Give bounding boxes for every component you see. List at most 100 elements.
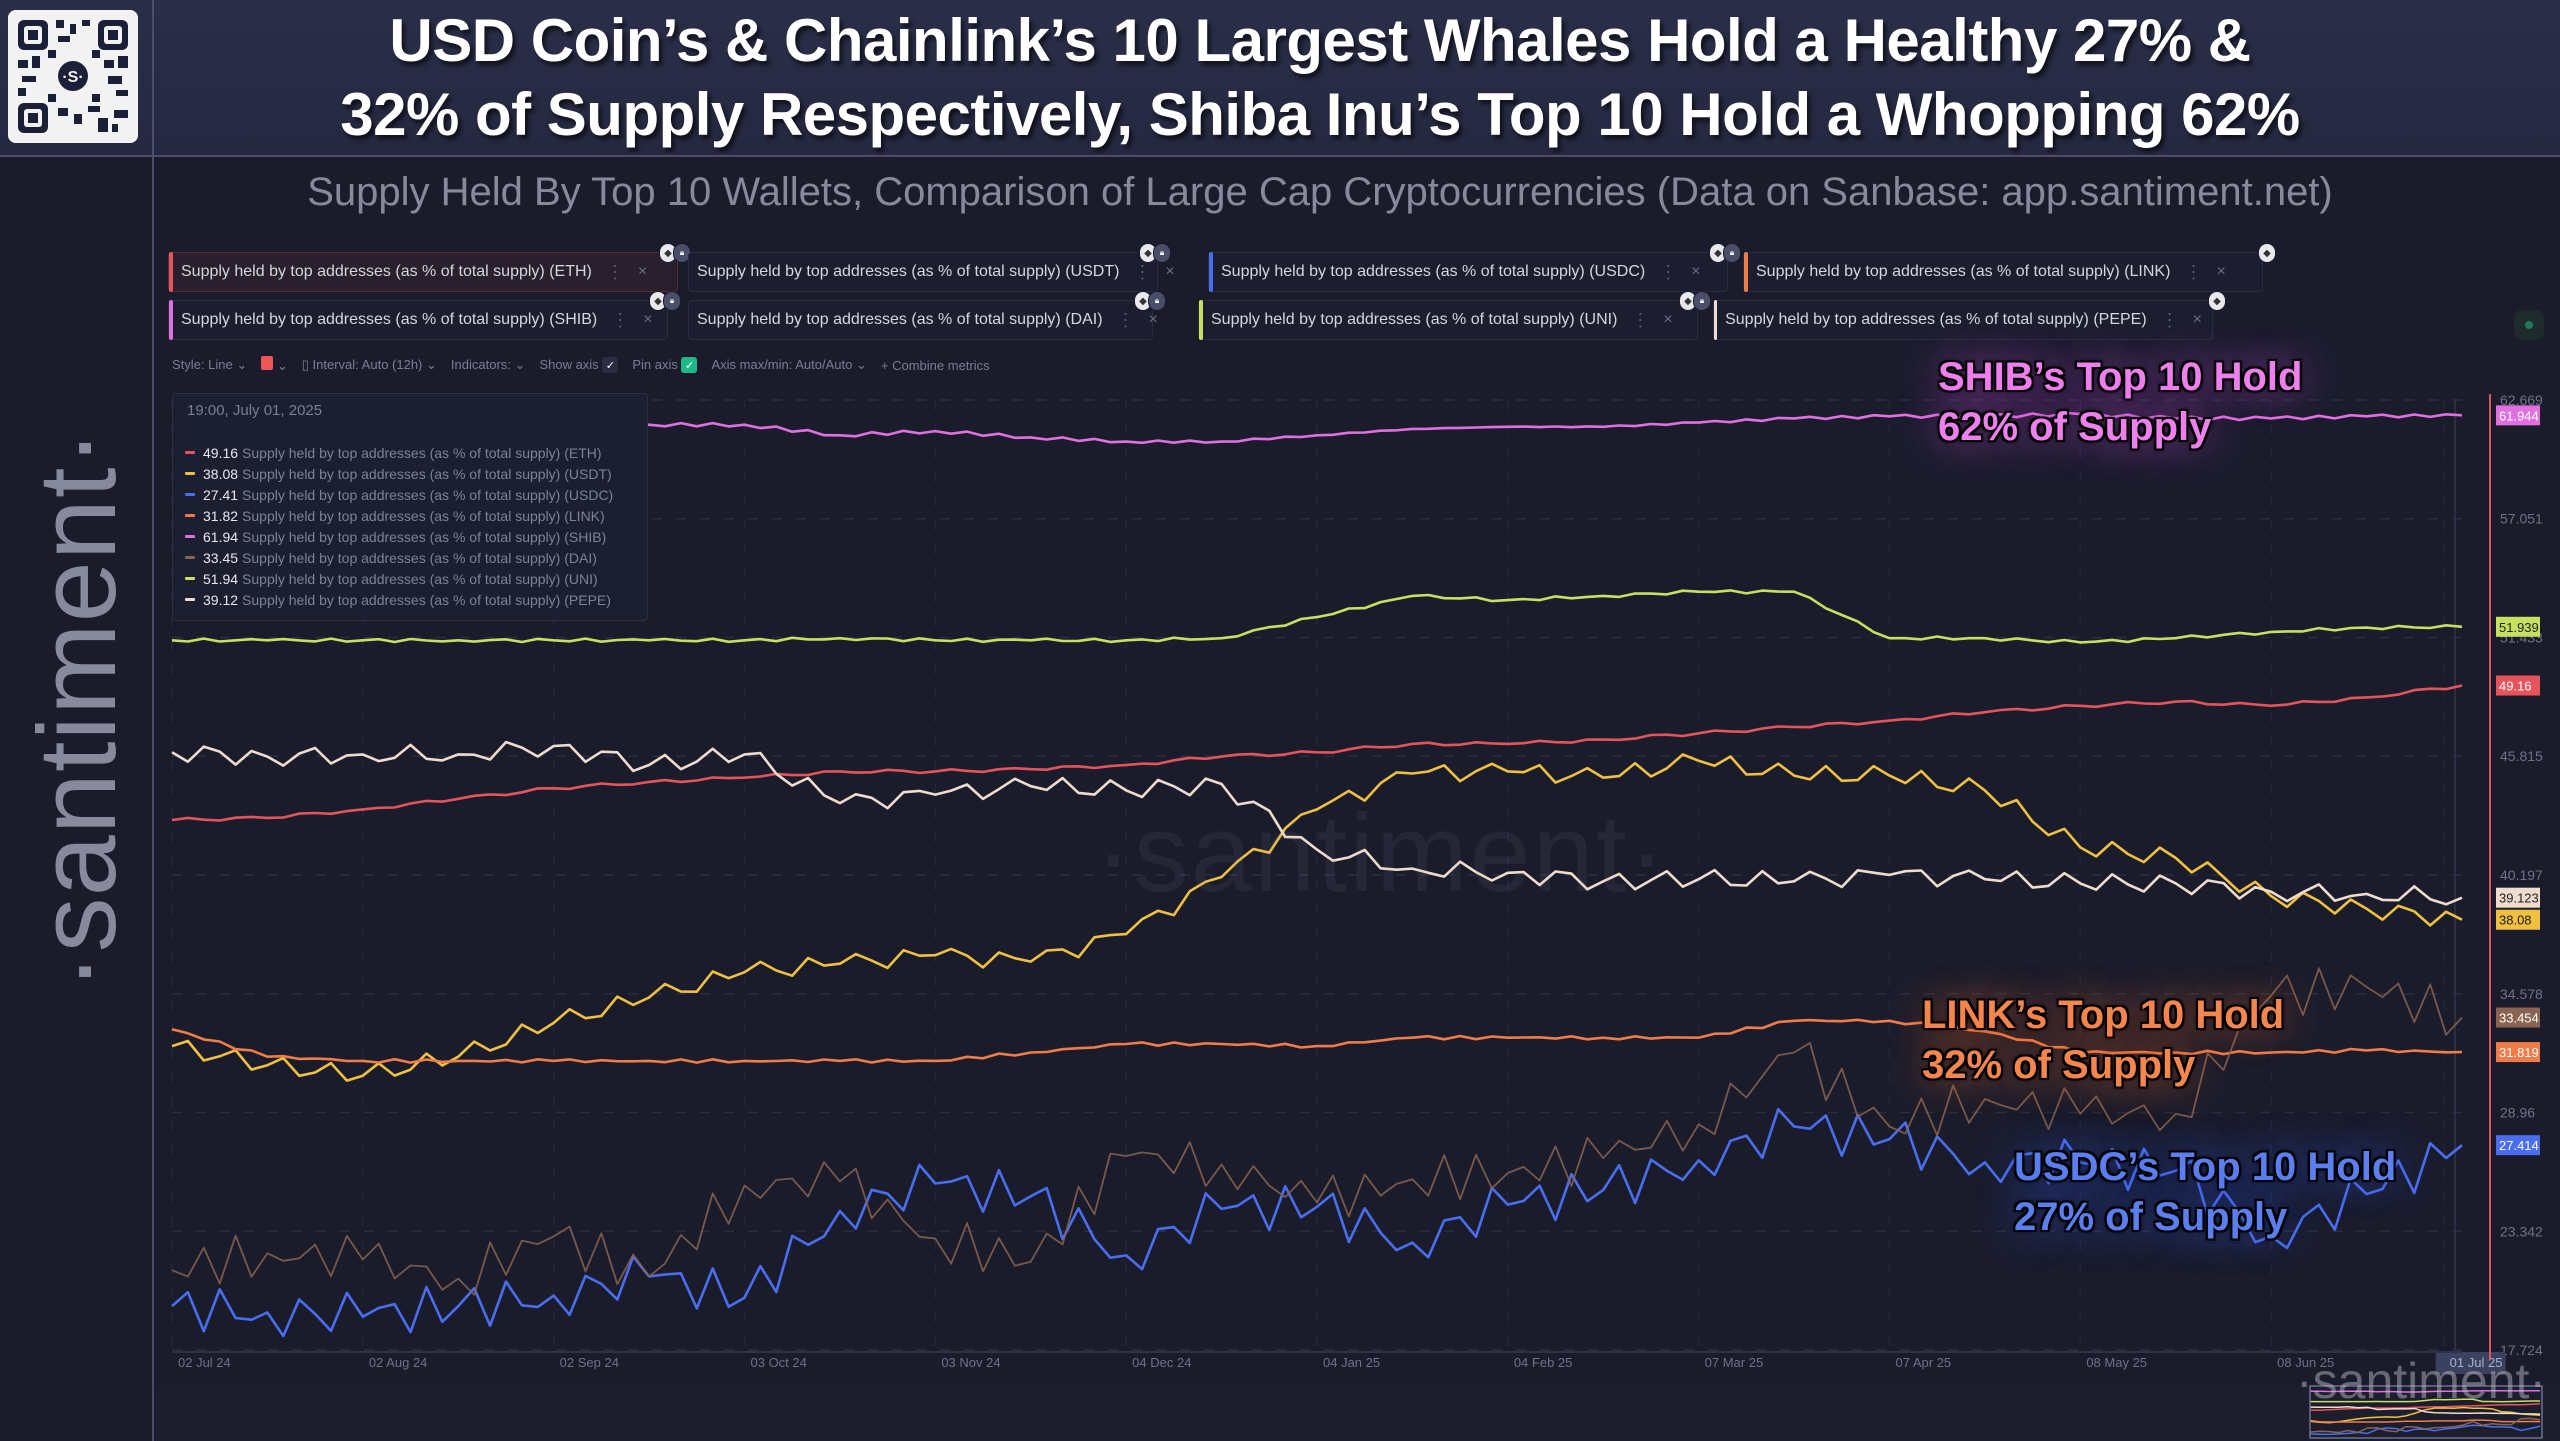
metric-chip-eth[interactable]: Supply held by top addresses (as % of to… (168, 243, 691, 292)
value-badge-text: 49.16 (2499, 679, 2532, 694)
minimap-line-link (2309, 1419, 2541, 1423)
metric-label: Supply held by top addresses (as % of to… (181, 263, 592, 280)
pin-axis-checkbox[interactable]: ✓ (681, 357, 698, 374)
x-tick-label: 08 Jun 25 (2277, 1355, 2334, 1370)
metric-chip-pepe[interactable]: Supply held by top addresses (as % of to… (1713, 291, 2226, 340)
legend-swatch (185, 472, 195, 475)
close-icon[interactable]: × (2192, 311, 2202, 328)
metric-color-bar (1714, 300, 1718, 340)
metric-label: Supply held by top addresses (as % of to… (181, 311, 598, 328)
metric-label: Supply held by top addresses (as % of to… (1221, 263, 1646, 280)
value-badge-text: 39.123 (2499, 891, 2539, 906)
tooltip-row: 33.45 Supply held by top addresses (as % … (185, 547, 613, 568)
value-badge-text: 33.454 (2499, 1011, 2539, 1026)
chart-watermark: ·santiment· (1095, 792, 1668, 915)
metric-chip-dai[interactable]: Supply held by top addresses (as % of to… (688, 291, 1166, 340)
x-tick-label: 02 Jul 24 (178, 1355, 231, 1370)
tooltip-date: 19:00, July 01, 2025 (187, 402, 323, 419)
y-tick-label: 23.342 (2500, 1223, 2543, 1239)
more-options-icon[interactable]: ⋮ (1133, 261, 1152, 282)
tooltip-value: 33.45 (203, 549, 239, 566)
metric-label: Supply held by top addresses (as % of to… (1756, 263, 2171, 280)
minimap-line-shib (2309, 1389, 2541, 1393)
series-line-usdc (171, 1107, 2463, 1338)
legend-swatch (185, 598, 195, 601)
combine-metrics-button[interactable]: + Combine metrics (880, 357, 990, 373)
tooltip-series-name: Supply held by top addresses (as % of to… (242, 486, 614, 503)
tooltip-value: 51.94 (203, 570, 239, 587)
metric-chip-uni[interactable]: Supply held by top addresses (as % of to… (1198, 291, 1711, 340)
more-options-icon[interactable]: ⋮ (1116, 309, 1135, 330)
tooltip-row: 38.08 Supply held by top addresses (as % … (185, 463, 613, 484)
show-axis-toggle[interactable]: Show axis ✓ (539, 357, 619, 374)
tooltip-row: 51.94 Supply held by top addresses (as % … (185, 568, 613, 589)
ethereum-icon: ◆ (2208, 291, 2226, 311)
svg-text:·S·: ·S· (62, 69, 83, 86)
value-badge-link (2496, 1042, 2540, 1063)
axis-maxmin-dropdown[interactable]: Axis max/min: Auto/Auto ⌄ (711, 357, 867, 372)
show-axis-checkbox[interactable]: ✓ (602, 357, 619, 374)
legend-swatch (185, 514, 195, 517)
value-badge-usdc (2496, 1135, 2540, 1156)
status-toggle[interactable] (2514, 310, 2544, 340)
lock-icon[interactable]: 🔒︎ (1148, 291, 1166, 311)
style-dropdown[interactable]: Style: Line ⌄ (172, 357, 248, 372)
color-dropdown[interactable]: ⌄ (261, 356, 288, 374)
metric-label: Supply held by top addresses (as % of to… (1725, 311, 2147, 328)
x-tick-label: 08 May 25 (2086, 1355, 2147, 1370)
minimap-watermark: ·santiment· (2296, 1353, 2547, 1409)
annotation-shib-line1: SHIB’s Top 10 Hold (1938, 355, 2303, 399)
more-options-icon[interactable]: ⋮ (2160, 309, 2179, 330)
metric-chip-usdt[interactable]: Supply held by top addresses (as % of to… (688, 243, 1175, 292)
calendar-icon: ▯ (301, 357, 309, 372)
x-tick-label: 02 Sep 24 (560, 1355, 619, 1370)
close-icon[interactable]: × (1691, 263, 1701, 280)
sidebar-divider (152, 0, 154, 1441)
close-icon[interactable]: × (1165, 263, 1175, 280)
lock-icon[interactable]: 🔒︎ (1693, 291, 1711, 311)
annotation-shib-line2: 62% of Supply (1938, 405, 2212, 449)
minimap-selection-handle[interactable] (2309, 1385, 2543, 1439)
more-options-icon[interactable]: ⋮ (1631, 309, 1650, 330)
more-options-icon[interactable]: ⋮ (2184, 261, 2203, 282)
y-tick-label: 40.197 (2500, 867, 2543, 883)
y-tick-label: 57.051 (2500, 511, 2543, 527)
close-icon[interactable]: × (643, 311, 653, 328)
minimap-line-uni (2310, 1398, 2540, 1403)
value-badge-shib (2496, 405, 2540, 426)
interval-dropdown[interactable]: ▯ Interval: Auto (12h) ⌄ (301, 357, 437, 372)
tooltip-series-name: Supply held by top addresses (as % of to… (242, 549, 597, 566)
metric-color-bar (1199, 300, 1203, 340)
close-icon[interactable]: × (1148, 311, 1158, 328)
metric-chip-usdc[interactable]: Supply held by top addresses (as % of to… (1208, 243, 1741, 292)
tooltip-value: 27.41 (203, 486, 239, 503)
pin-axis-toggle[interactable]: Pin axis ✓ (632, 357, 698, 374)
metric-chip-link[interactable]: Supply held by top addresses (as % of to… (1743, 243, 2276, 292)
y-tick-label: 17.724 (2500, 1342, 2543, 1358)
series-line-uni (171, 589, 2463, 644)
tooltip-series-name: Supply held by top addresses (as % of to… (242, 444, 602, 461)
value-badge-text: 27.414 (2499, 1138, 2539, 1153)
close-icon[interactable]: × (637, 263, 648, 280)
value-badge-text: 51.939 (2499, 620, 2539, 635)
value-badge-dai (2496, 1007, 2540, 1028)
x-tick-label: 02 Aug 24 (369, 1355, 428, 1370)
indicators-dropdown[interactable]: Indicators: ⌄ (450, 357, 526, 372)
more-options-icon[interactable]: ⋮ (611, 309, 630, 330)
close-icon[interactable]: × (2216, 263, 2226, 280)
tooltip-value: 38.08 (203, 465, 239, 482)
lock-icon[interactable]: 🔒︎ (1723, 243, 1741, 263)
more-options-icon[interactable]: ⋮ (605, 261, 624, 282)
tooltip-rows: 49.16 Supply held by top addresses (as % … (185, 442, 613, 610)
lock-icon[interactable]: 🔒︎ (1153, 243, 1171, 263)
metric-label: Supply held by top addresses (as % of to… (697, 263, 1120, 280)
tooltip-row: 31.82 Supply held by top addresses (as % … (185, 505, 613, 526)
tooltip-value: 49.16 (203, 444, 239, 461)
x-tick-label: 04 Feb 25 (1514, 1355, 1573, 1370)
close-icon[interactable]: × (1663, 311, 1673, 328)
lock-icon[interactable]: 🔒︎ (673, 243, 691, 263)
lock-icon[interactable]: 🔒︎ (663, 291, 681, 311)
more-options-icon[interactable]: ⋮ (1659, 261, 1678, 282)
tooltip-row: 39.12 Supply held by top addresses (as % … (185, 589, 613, 610)
metric-chip-shib[interactable]: Supply held by top addresses (as % of to… (168, 291, 681, 340)
